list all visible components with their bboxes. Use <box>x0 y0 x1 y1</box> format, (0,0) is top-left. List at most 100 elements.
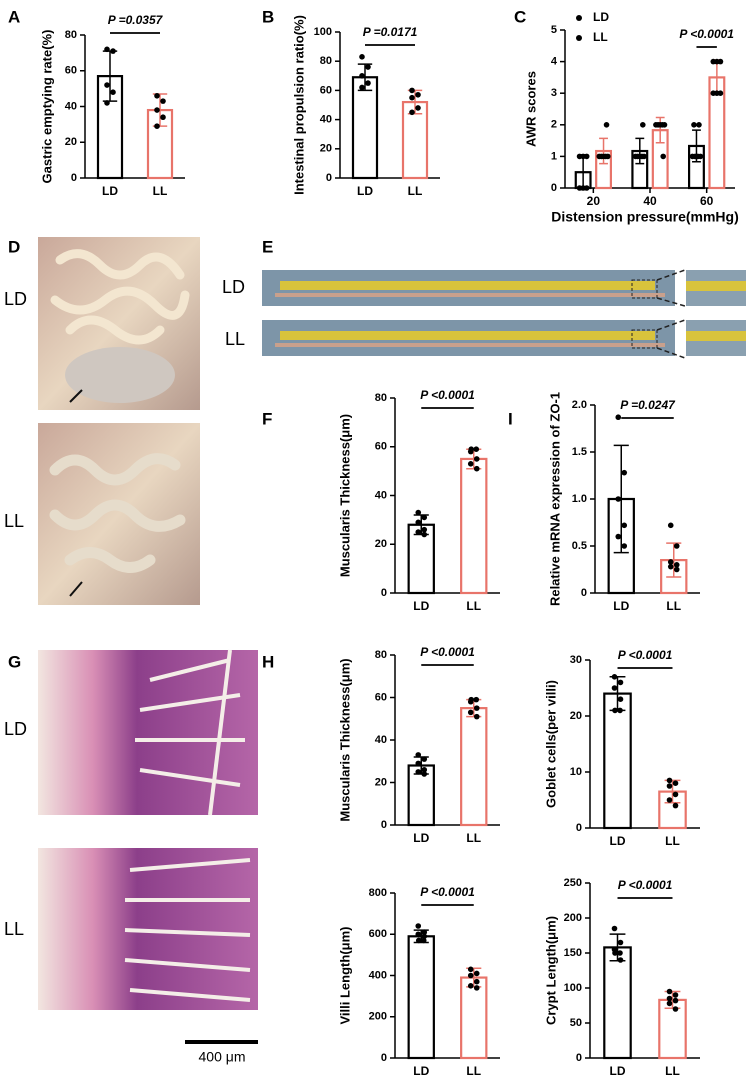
y-tick-label: 60 <box>320 84 332 96</box>
panel-letter: C <box>514 7 526 26</box>
data-point <box>666 777 673 784</box>
ruler <box>686 281 746 291</box>
y-tick-label: 200 <box>369 1011 387 1023</box>
data-point <box>421 514 428 521</box>
legend-label: LL <box>593 30 608 44</box>
data-point <box>660 153 666 160</box>
x-tick-label: 60 <box>700 194 714 208</box>
data-point <box>365 64 371 70</box>
y-tick-label: 0 <box>581 587 587 599</box>
error-bar <box>599 137 608 165</box>
photo-label: LL <box>225 329 245 349</box>
bar <box>407 523 435 595</box>
data-point <box>415 509 422 516</box>
data-point <box>617 679 624 686</box>
x-tick-label: LD <box>357 184 373 198</box>
y-tick-label: 40 <box>375 489 387 501</box>
data-point <box>673 543 680 549</box>
panel-letter: G <box>8 652 21 671</box>
x-tick-label: LL <box>408 184 423 198</box>
data-point <box>467 698 474 705</box>
data-point <box>697 153 704 160</box>
y-tick-label: 400 <box>369 969 387 981</box>
data-point <box>583 153 590 160</box>
zoom-box <box>631 329 658 349</box>
y-tick-label: 2.0 <box>572 399 587 411</box>
x-tick-label: LL <box>466 1064 481 1078</box>
y-tick-label: 30 <box>570 654 582 666</box>
significance-label: P <0.0001 <box>618 878 673 892</box>
data-point <box>473 713 480 720</box>
y-tick-label: 40 <box>375 734 387 746</box>
y-axis-label: Relative mRNA expression of ZO-1 <box>547 392 562 606</box>
data-point <box>666 995 673 1002</box>
data-point <box>421 526 428 533</box>
data-point <box>672 780 679 786</box>
x-tick-label: LD <box>413 831 429 845</box>
y-tick-label: 4 <box>551 56 558 68</box>
legend-label: LD <box>593 10 609 24</box>
data-point <box>691 122 697 128</box>
y-tick-label: 200 <box>564 912 582 924</box>
y-tick-label: 0 <box>326 172 332 184</box>
panel-letter: H <box>262 652 274 671</box>
legend-marker <box>576 15 582 21</box>
x-tick-label: LL <box>666 599 681 613</box>
data-point <box>605 153 611 160</box>
photo-detail <box>49 453 186 573</box>
significance-label: P <0.0001 <box>420 645 475 659</box>
data-point <box>421 771 428 777</box>
y-tick-label: 150 <box>564 947 582 959</box>
x-tick-label: LL <box>665 834 680 848</box>
y-tick-label: 20 <box>65 136 77 148</box>
data-point <box>473 970 480 977</box>
photo-label: LD <box>4 719 27 739</box>
data-point <box>421 933 428 940</box>
data-point <box>661 122 668 128</box>
x-tick-label: LD <box>610 1064 626 1078</box>
data-point <box>420 937 427 944</box>
data-point <box>621 543 628 549</box>
data-point <box>473 456 480 462</box>
y-tick-label: 40 <box>320 114 332 126</box>
data-point <box>473 978 480 985</box>
data-point <box>612 707 618 714</box>
data-point <box>611 925 618 932</box>
x-axis-label: Distension pressure(mmHg) <box>551 209 738 225</box>
intestine <box>275 293 665 297</box>
bar <box>460 707 488 827</box>
bar <box>607 497 635 595</box>
y-tick-label: 0 <box>381 819 387 831</box>
data-point <box>473 446 480 452</box>
x-tick-label: LD <box>610 834 626 848</box>
photo-detail <box>135 649 245 816</box>
data-point <box>467 983 474 989</box>
y-axis-label: Muscularis Thickness(μm) <box>337 414 352 577</box>
data-point <box>667 563 674 570</box>
y-tick-label: 0 <box>381 1052 387 1064</box>
bar <box>603 692 632 830</box>
intestine <box>275 343 665 347</box>
y-tick-label: 5 <box>551 24 557 36</box>
x-tick-label: LL <box>153 184 168 198</box>
y-axis-label: Crypt Length(μm) <box>543 916 558 1025</box>
data-point <box>421 756 428 762</box>
significance-label: P <0.0001 <box>679 27 734 41</box>
panel-letter: D <box>8 237 20 256</box>
zoom-box <box>631 279 658 299</box>
data-point <box>467 448 474 455</box>
y-tick-label: 0.5 <box>572 540 587 552</box>
data-point <box>615 533 622 540</box>
data-point <box>421 531 428 538</box>
panel-letter: F <box>262 409 272 428</box>
data-point <box>621 522 628 529</box>
y-tick-label: 250 <box>564 877 582 889</box>
y-tick-label: 50 <box>570 1017 582 1029</box>
photo <box>38 423 200 605</box>
y-tick-label: 100 <box>314 26 332 38</box>
y-tick-label: 20 <box>375 776 387 788</box>
data-point <box>415 105 421 111</box>
data-point <box>409 94 415 101</box>
data-point <box>672 1006 679 1012</box>
y-tick-label: 0 <box>381 587 387 599</box>
